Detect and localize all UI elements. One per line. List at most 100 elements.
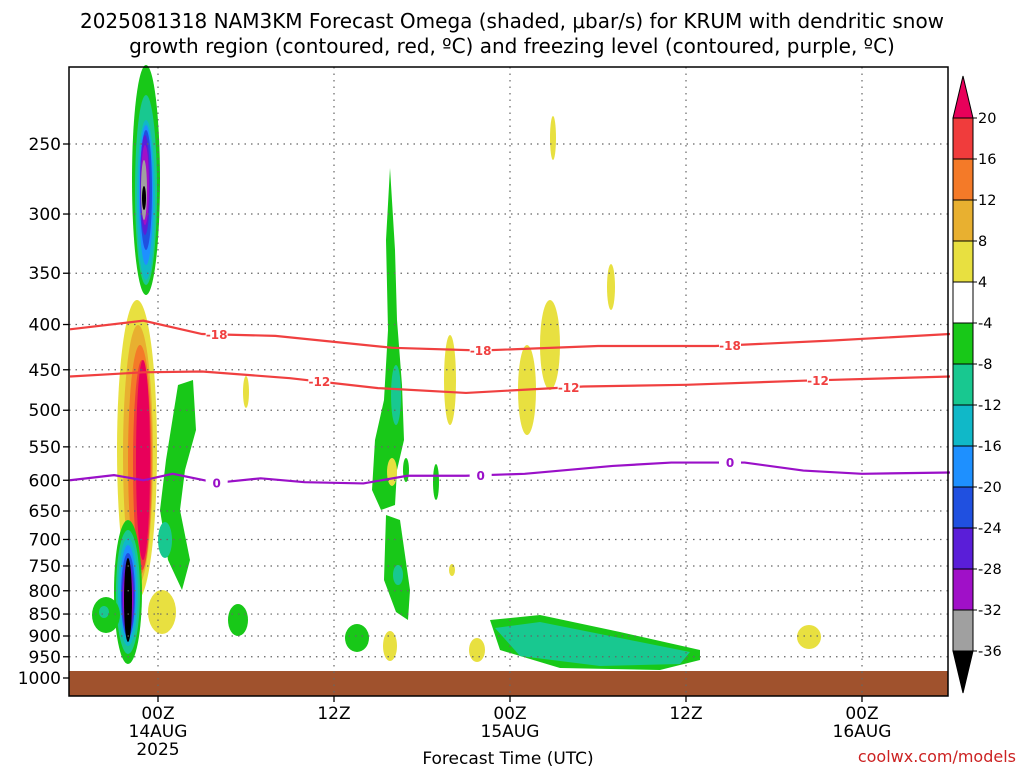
omega-green-610	[433, 464, 439, 500]
omega-teal-band	[495, 622, 690, 666]
chart-title-line2: growth region (contoured, red, ºC) and f…	[129, 34, 895, 58]
x-tick-label-0: 00Z	[141, 704, 174, 724]
colorbar-swatch-1	[952, 158, 974, 201]
omega-yellow-low	[148, 590, 176, 634]
omega-yellow-470	[243, 376, 249, 408]
contour-freezing-0	[69, 461, 951, 485]
colorbar-swatch-10	[952, 527, 974, 570]
omega-yellow-750	[449, 564, 455, 576]
colorbar-label-11: -28	[978, 562, 1002, 578]
colorbar-swatch-5	[952, 322, 974, 365]
y-tick-label-500: 500	[29, 401, 61, 421]
x-tick-date-2: 15AUG	[481, 722, 540, 742]
y-tick-label-700: 700	[29, 530, 61, 550]
colorbar-label-13: -36	[978, 644, 1002, 660]
omega-yellow-c	[550, 116, 556, 160]
y-tick-label-250: 250	[29, 135, 61, 155]
colorbar-swatch-2	[952, 199, 974, 242]
omega-teal-tall	[391, 365, 401, 425]
contour-dgz--18	[69, 319, 951, 352]
contour-label-bg	[469, 343, 492, 358]
omega-yellow-e	[797, 625, 821, 649]
contour-label-0-1: 0	[476, 469, 484, 483]
ground-bar	[69, 671, 948, 696]
y-tick-label-550: 550	[29, 438, 61, 458]
colorbar-label-4: 4	[978, 275, 987, 291]
colorbar-label-0: 20	[978, 111, 996, 127]
grid-lines	[69, 67, 948, 696]
y-tick-label-750: 750	[29, 557, 61, 577]
omega-green-shaft	[160, 380, 196, 590]
colorbar-swatch-0	[952, 117, 974, 160]
omega-upper-black	[142, 186, 146, 210]
omega-green-600	[403, 458, 409, 482]
contour-label-bg	[557, 380, 580, 395]
colorbar-label-10: -24	[978, 521, 1002, 537]
omega-teal-lower	[393, 565, 403, 585]
x-tick-date-0: 14AUG	[129, 722, 188, 742]
credit-link[interactable]: coolwx.com/models	[858, 747, 1016, 766]
y-tick-label-1000: 1000	[18, 669, 61, 689]
colorbar-label-3: 8	[978, 234, 987, 250]
colorbar-swatch-3	[952, 240, 974, 283]
omega-yellow-500	[444, 335, 456, 425]
colorbar-label-1: 16	[978, 152, 996, 168]
contour-label--12-2: -12	[807, 374, 829, 388]
y-tick-label-650: 650	[29, 502, 61, 522]
colorbar-label-5: -4	[978, 316, 992, 332]
omega-mid-pink	[136, 360, 150, 560]
omega-green-tall	[372, 168, 404, 510]
colorbar-swatch-6	[952, 363, 974, 406]
contour-label--18-1: -18	[470, 344, 492, 358]
contour-label-bg	[469, 468, 492, 483]
x-tick-label-3: 12Z	[669, 704, 702, 724]
contour-lines: -18 -18 -18 -12 -12 -12 0 0 0	[69, 319, 951, 490]
contour-label--12-0: -12	[308, 375, 330, 389]
y-tick-label-400: 400	[29, 316, 61, 336]
colorbar-swatch-4	[952, 281, 974, 324]
omega-shading	[92, 65, 821, 670]
y-tick-label-450: 450	[29, 361, 61, 381]
omega-low-black	[124, 558, 132, 642]
contour-label--18-2: -18	[719, 339, 741, 353]
y-tick-label-850: 850	[29, 605, 61, 625]
y-tick-label-600: 600	[29, 471, 61, 491]
omega-yellow-900	[383, 631, 397, 661]
omega-low-left-teal	[99, 606, 109, 618]
colorbar-swatch-9	[952, 486, 974, 529]
y-tick-label-900: 900	[29, 627, 61, 647]
contour-label-bg	[308, 374, 331, 389]
contour-label-bg	[719, 338, 741, 353]
x-tick-label-2: 00Z	[493, 704, 526, 724]
x-tick-label-1: 12Z	[317, 704, 350, 724]
contour-label-bg	[205, 327, 228, 342]
contour-label-bg	[807, 373, 829, 388]
y-tick-label-350: 350	[29, 264, 61, 284]
colorbar-swatch-8	[952, 445, 974, 488]
x-axis-label: Forecast Time (UTC)	[422, 749, 593, 768]
contour-label-0-0: 0	[212, 476, 220, 490]
y-tick-label-950: 950	[29, 648, 61, 668]
contour-label-0-2: 0	[726, 456, 734, 470]
contour-label--12-1: -12	[558, 381, 580, 395]
plot-frame	[68, 66, 949, 697]
omega-yellow-600	[387, 458, 397, 486]
colorbar-swatch-7	[952, 404, 974, 447]
colorbar-label-2: 12	[978, 193, 996, 209]
colorbar-top-arrow	[952, 75, 974, 119]
colorbar-label-7: -12	[978, 398, 1002, 414]
colorbar-swatch-11	[952, 568, 974, 611]
colorbar-bottom-arrow	[952, 650, 974, 694]
omega-yellow-920	[469, 638, 485, 662]
x-tick-label-4: 00Z	[845, 704, 878, 724]
x-tick-date-4: 16AUG	[833, 722, 892, 742]
omega-teal-patch	[158, 522, 172, 558]
chart-title-line1: 2025081318 NAM3KM Forecast Omega (shaded…	[80, 9, 944, 33]
colorbar: 20 16 12 8 4 -4 -8 -12 -16 -20 -24 -28 -32 -36	[952, 75, 1002, 694]
y-tick-label-300: 300	[29, 205, 61, 225]
colorbar-label-12: -32	[978, 603, 1002, 619]
contour-label--18-0: -18	[206, 328, 228, 342]
